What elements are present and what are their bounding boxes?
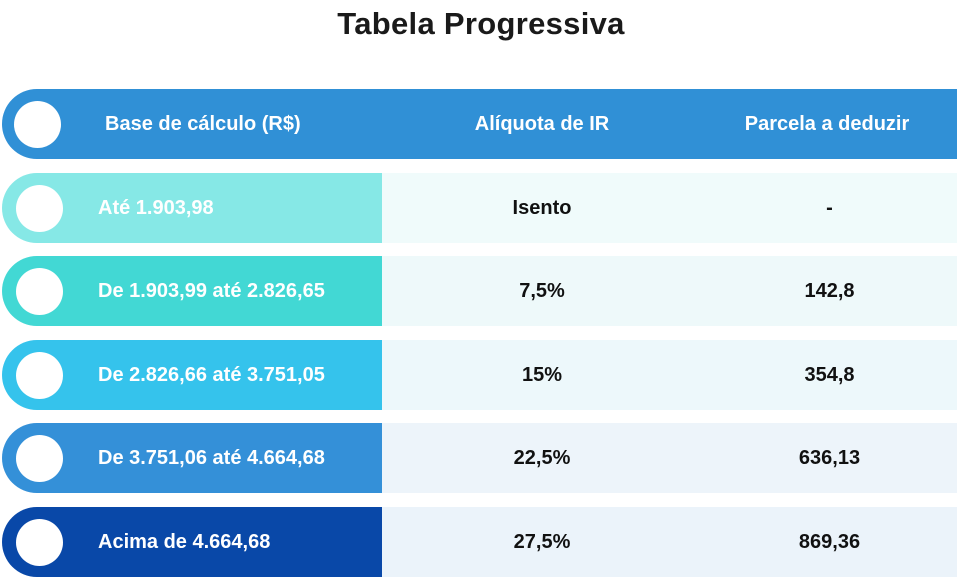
table-row: De 2.826,66 até 3.751,05 15% 354,8 [2, 340, 957, 410]
table-row: De 3.751,06 até 4.664,68 22,5% 636,13 [2, 423, 957, 493]
parcela-value: 636,13 [798, 447, 861, 469]
aliquota-value: Isento [512, 197, 572, 219]
header-aliquota: Alíquota de IR [474, 113, 610, 135]
row-pill: De 3.751,06 até 4.664,68 [2, 423, 382, 493]
table-row: De 1.903,99 até 2.826,65 7,5% 142,8 [2, 256, 957, 326]
row-pill: Acima de 4.664,68 [2, 507, 382, 577]
base-calculo-value: Acima de 4.664,68 [98, 531, 271, 553]
aliquota-value: 7,5% [519, 280, 565, 302]
row-background [382, 423, 957, 493]
circle-icon [16, 185, 63, 232]
row-pill: De 2.826,66 até 3.751,05 [2, 340, 382, 410]
base-calculo-value: De 1.903,99 até 2.826,65 [98, 280, 325, 302]
page-title: Tabela Progressiva [337, 6, 625, 41]
circle-icon [16, 268, 63, 315]
row-background [382, 173, 957, 243]
parcela-value: - [826, 197, 833, 219]
aliquota-value: 15% [521, 364, 563, 386]
circle-icon [16, 519, 63, 566]
base-calculo-value: De 3.751,06 até 4.664,68 [98, 447, 325, 469]
table-row: Acima de 4.664,68 27,5% 869,36 [2, 507, 957, 577]
row-background [382, 256, 957, 326]
circle-icon [14, 101, 61, 148]
row-background [382, 340, 957, 410]
header-parcela: Parcela a deduzir [744, 113, 910, 135]
parcela-value: 142,8 [804, 280, 855, 302]
table-header: Base de cálculo (R$) Alíquota de IR Parc… [2, 89, 957, 159]
circle-icon [16, 435, 63, 482]
aliquota-value: 22,5% [513, 447, 571, 469]
row-pill: Até 1.903,98 [2, 173, 382, 243]
base-calculo-value: Até 1.903,98 [98, 197, 214, 219]
parcela-value: 354,8 [804, 364, 855, 386]
row-pill: De 1.903,99 até 2.826,65 [2, 256, 382, 326]
header-base-calculo: Base de cálculo (R$) [105, 113, 301, 135]
row-background [382, 507, 957, 577]
parcela-value: 869,36 [798, 531, 861, 553]
circle-icon [16, 352, 63, 399]
aliquota-value: 27,5% [513, 531, 571, 553]
table-row: Até 1.903,98 Isento - [2, 173, 957, 243]
base-calculo-value: De 2.826,66 até 3.751,05 [98, 364, 325, 386]
